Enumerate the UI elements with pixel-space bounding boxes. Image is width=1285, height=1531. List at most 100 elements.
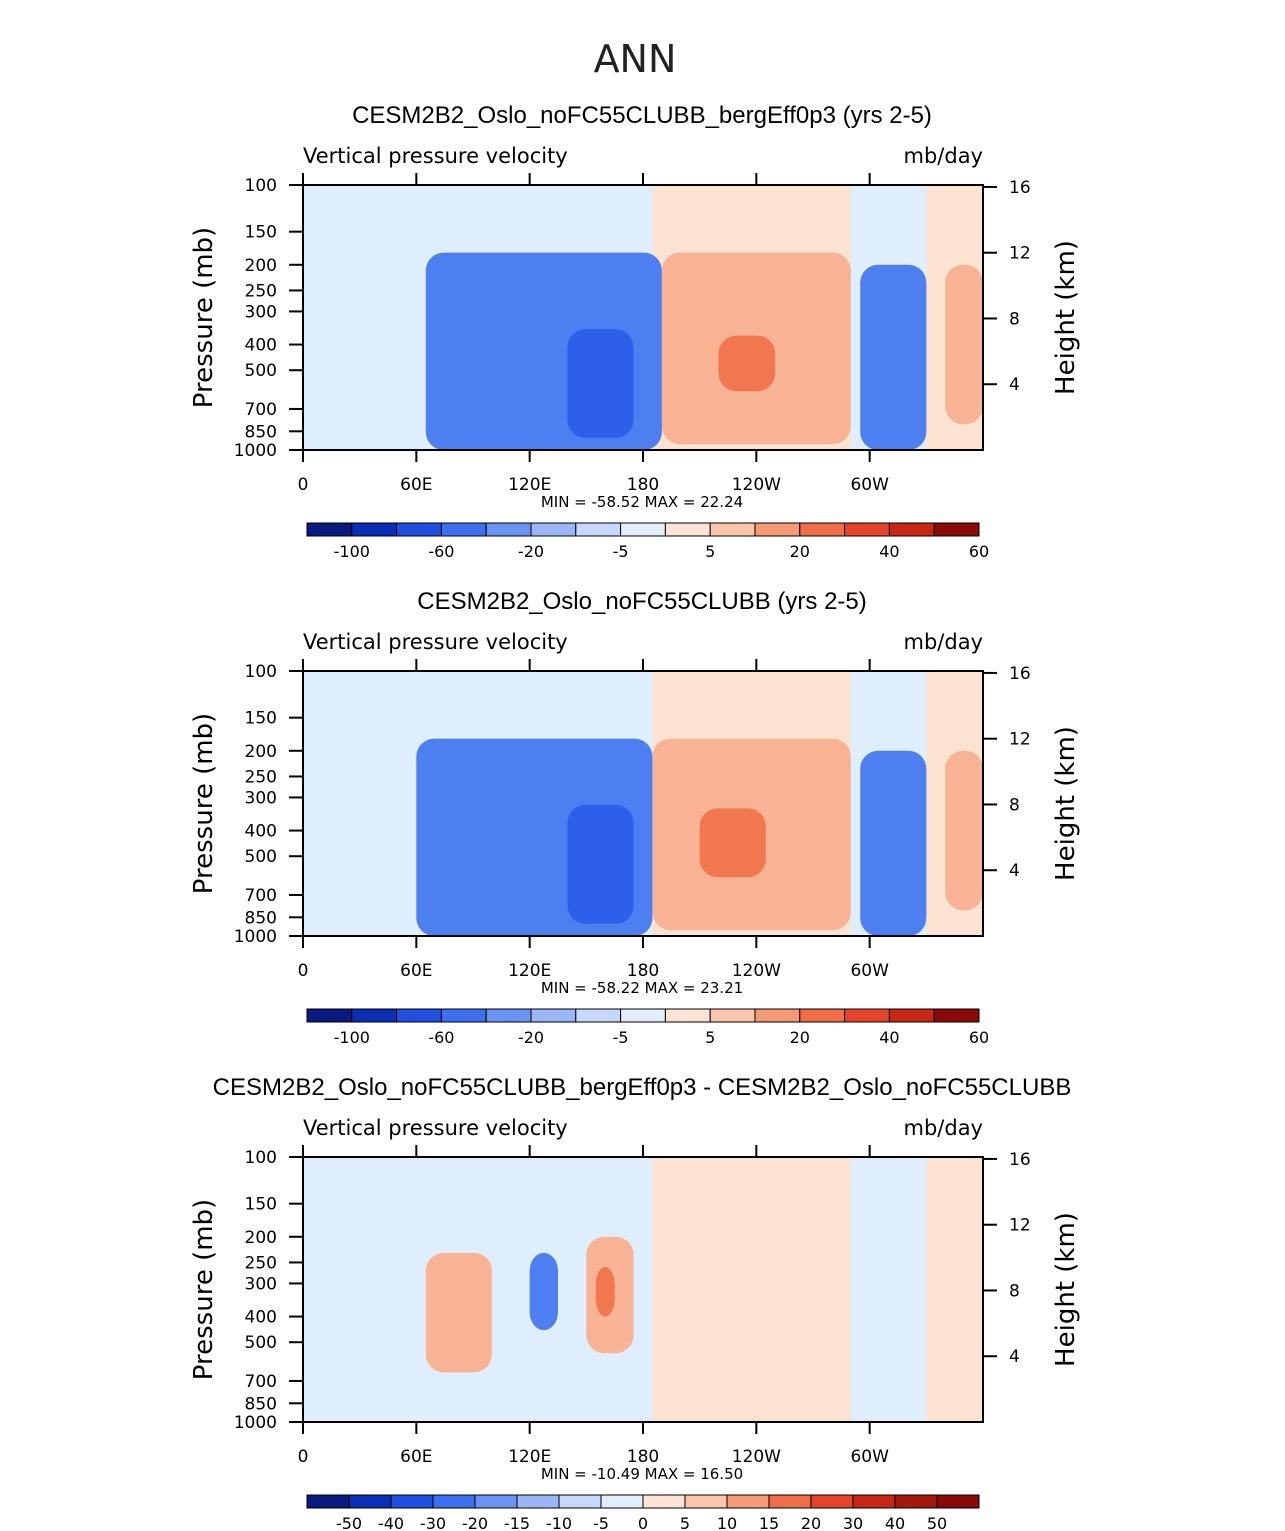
- y2-tick-label: 16: [1009, 178, 1031, 198]
- colorbar-label: -50: [336, 1514, 362, 1531]
- colorbar-swatch: [396, 522, 442, 537]
- colorbar-label: -5: [593, 1514, 609, 1531]
- y2-tick-label: 8: [1009, 309, 1020, 329]
- colorbar-swatch: [558, 1494, 602, 1509]
- panel-2: CESM2B2_Oslo_noFC55CLUBB (yrs 2-5) Vertic…: [189, 588, 1081, 1047]
- colorbar-swatch: [432, 1494, 476, 1509]
- x-tick-label: 60W: [850, 961, 889, 981]
- y-tick-label: 200: [245, 1228, 277, 1248]
- colorbar-label: -100: [334, 542, 370, 561]
- colorbar-swatch: [306, 1494, 350, 1509]
- y2-axis-title: Height (km): [1051, 726, 1081, 881]
- colorbar-label: 0: [638, 1514, 648, 1531]
- colorbar-swatch: [684, 1494, 728, 1509]
- x-tick-label: 180: [627, 1447, 659, 1467]
- colorbar-label: -100: [334, 1028, 370, 1047]
- colorbar-swatch: [390, 1494, 434, 1509]
- colorbar-swatch: [396, 1008, 442, 1023]
- colorbar-swatch: [600, 1494, 644, 1509]
- colorbar-label: 10: [717, 1514, 737, 1531]
- x-tick-label: 0: [298, 475, 309, 495]
- x-tick-label: 60E: [400, 961, 432, 981]
- y-tick-label: 300: [245, 302, 277, 322]
- colorbar-label: 5: [680, 1514, 690, 1531]
- colorbar-swatch: [474, 1494, 518, 1509]
- colorbar-label: 60: [969, 542, 989, 561]
- x-tick-label: 120E: [508, 961, 551, 981]
- colorbar-label: -30: [420, 1514, 446, 1531]
- y-tick-label: 150: [245, 1195, 277, 1215]
- y-tick-label: 400: [245, 822, 277, 842]
- field-warm-band-east: [926, 1157, 983, 1422]
- colorbar-swatch: [844, 522, 890, 537]
- colorbar-swatch: [894, 1494, 938, 1509]
- colorbar-swatch: [664, 522, 711, 537]
- x-tick-label: 60E: [400, 475, 432, 495]
- y2-tick-label: 16: [1009, 1150, 1031, 1170]
- page-title: ANN: [594, 37, 677, 81]
- x-tick-label: 120W: [732, 961, 781, 981]
- y-tick-label: 1000: [234, 927, 277, 947]
- y-tick-label: 250: [245, 767, 277, 787]
- y-tick-label: 700: [245, 1372, 277, 1392]
- x-tick-label: 180: [627, 961, 659, 981]
- colorbar-swatch: [844, 1008, 890, 1023]
- contour-descent-atlantic: [945, 264, 983, 425]
- y-tick-label: 850: [245, 422, 277, 442]
- y-tick-label: 1000: [234, 441, 277, 461]
- colorbar-swatch: [351, 522, 398, 537]
- colorbar-label: 40: [879, 1028, 899, 1047]
- contour-descent-core: [718, 335, 776, 392]
- y-tick-label: 200: [245, 256, 277, 276]
- colorbar-swatch: [888, 1008, 935, 1023]
- colorbar-label: 40: [885, 1514, 905, 1531]
- colorbar-swatch: [933, 522, 980, 537]
- colorbar-label: 20: [801, 1514, 821, 1531]
- variable-label: Vertical pressure velocity: [303, 144, 568, 168]
- colorbar-label: 60: [969, 1028, 989, 1047]
- colorbar-swatch: [888, 522, 935, 537]
- x-tick-label: 60W: [850, 1447, 889, 1467]
- y2-tick-label: 12: [1009, 730, 1031, 750]
- colorbar-label: -5: [613, 542, 629, 561]
- colorbar-swatch: [530, 522, 577, 537]
- variable-label: Vertical pressure velocity: [303, 630, 568, 654]
- colorbar-swatch: [664, 1008, 711, 1023]
- colorbar-swatch: [709, 1008, 756, 1023]
- colorbar-swatch: [709, 522, 756, 537]
- contour-positive-core: [595, 1266, 615, 1317]
- y-tick-label: 250: [245, 281, 277, 301]
- contour-ascent-america: [860, 750, 927, 936]
- y-tick-label: 100: [245, 662, 277, 682]
- colorbar-swatch: [348, 1494, 392, 1509]
- field-background: [303, 1157, 983, 1422]
- colorbar-swatch: [726, 1494, 770, 1509]
- y2-axis-title: Height (km): [1051, 240, 1081, 395]
- min-max-stats: MIN = -10.49 MAX = 16.50: [541, 1465, 743, 1483]
- colorbar-swatch: [530, 1008, 577, 1023]
- colorbar-swatch: [852, 1494, 896, 1509]
- colorbar-swatch: [440, 1008, 487, 1023]
- colorbar-swatch: [485, 522, 532, 537]
- colorbar-swatch: [799, 522, 846, 537]
- colorbar-label: -15: [504, 1514, 530, 1531]
- y-tick-label: 850: [245, 908, 277, 928]
- colorbar-label: -60: [428, 1028, 454, 1047]
- colorbar-swatch: [306, 522, 353, 537]
- panel-title: CESM2B2_Oslo_noFC55CLUBB_bergEff0p3 - CE…: [213, 1074, 1072, 1101]
- colorbar-label: 40: [879, 542, 899, 561]
- panel-3: CESM2B2_Oslo_noFC55CLUBB_bergEff0p3 - CE…: [189, 1074, 1081, 1531]
- colorbar-swatch: [936, 1494, 980, 1509]
- contour-negative-120E: [529, 1252, 558, 1331]
- x-tick-label: 120E: [508, 475, 551, 495]
- y-tick-label: 850: [245, 1394, 277, 1414]
- colorbar-swatch: [642, 1494, 686, 1509]
- colorbar-label: 5: [705, 542, 715, 561]
- x-tick-label: 120E: [508, 1447, 551, 1467]
- y-tick-label: 300: [245, 788, 277, 808]
- variable-label: Vertical pressure velocity: [303, 1116, 568, 1140]
- y-tick-label: 1000: [234, 1413, 277, 1433]
- x-tick-label: 60E: [400, 1447, 432, 1467]
- y-tick-label: 100: [245, 1148, 277, 1168]
